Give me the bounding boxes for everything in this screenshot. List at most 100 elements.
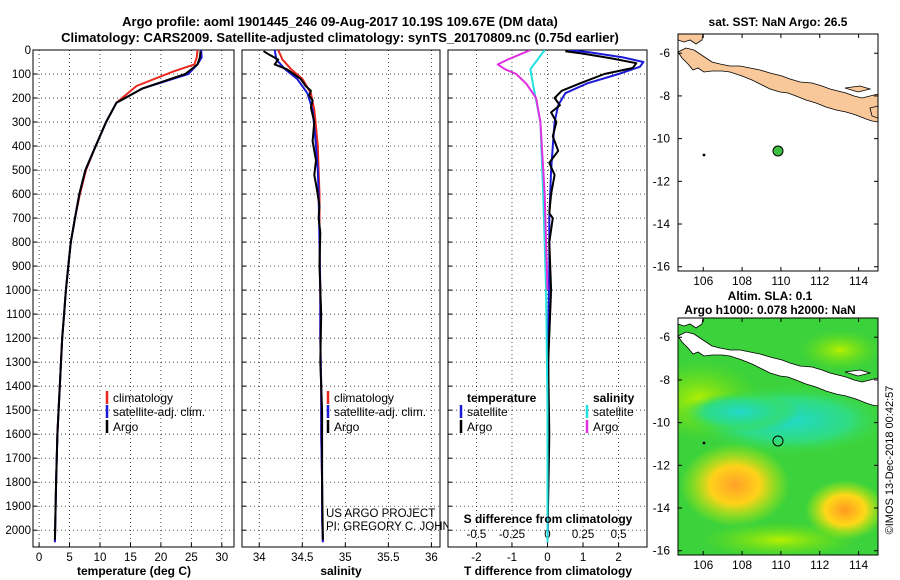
salinity-plot-frame: [241, 49, 441, 548]
depth-tick-label: 1400: [5, 381, 31, 393]
x-tick-label: 20: [155, 552, 168, 564]
salinity-legend: climatology satellite-adj. clim. Argo: [326, 391, 426, 434]
salinity-xlabel: salinity: [320, 564, 362, 578]
legend-temp-satellite-label: satellite: [467, 405, 508, 419]
s-tick-label: -0.5: [467, 529, 487, 541]
depth-tick-label: 1900: [5, 501, 31, 513]
sla-float-marker: [772, 435, 784, 447]
legend-temperature-title: temperature: [467, 391, 537, 405]
legend-argo-label: Argo: [113, 420, 139, 434]
x-tick-label: 0: [544, 552, 550, 564]
series-argo: [53, 51, 202, 540]
lon-tick-label: 108: [732, 274, 752, 288]
temperature-ticks: 0100200300400500600700800900100011001200…: [5, 45, 228, 564]
sst-map-ticks: 106 108 110 112 114 -6 -8 -10 -12 -14 -16: [653, 34, 878, 288]
float-marker: [772, 145, 784, 157]
s-tick-label: -0.25: [499, 529, 525, 541]
temperature-lines: [53, 50, 203, 543]
x-tick-label: 35.5: [377, 552, 399, 564]
lat-tick-label: -16: [653, 260, 671, 274]
legend-temp-argo-label: Argo: [467, 420, 493, 434]
depth-tick-label: 1600: [5, 429, 31, 441]
depth-tick-label: 300: [12, 117, 31, 129]
sla-lime-south: [700, 522, 860, 555]
x-tick-label: 5: [66, 552, 72, 564]
land-bali: [869, 105, 878, 119]
depth-tick-label: 1000: [5, 285, 31, 297]
temperature-legend: climatology satellite-adj. clim. Argo: [105, 391, 205, 434]
salinity-panel: 34 34.5 35 35.5 36 salinity climatology sate…: [241, 49, 476, 578]
depth-tick-label: 700: [12, 213, 31, 225]
depth-tick-label: 400: [12, 141, 31, 153]
x-tick-label: 10: [94, 552, 107, 564]
temperature-xlabel: temperature (deg C): [77, 564, 191, 578]
lon-tick-label: 114: [849, 274, 868, 288]
x-tick-label: 2: [615, 552, 621, 564]
depth-tick-label: 900: [12, 261, 31, 273]
land-java: [678, 47, 878, 123]
lat-tick-label: -12: [653, 458, 671, 472]
sst-map-title: sat. SST: NaN Argo: 26.5: [709, 15, 848, 29]
salinity-ticks: 34 34.5 35 35.5 36: [242, 49, 438, 564]
legend-climatology-label: climatology: [334, 391, 394, 405]
legend-satellite-label: satellite-adj. clim.: [113, 405, 205, 419]
sst-map-panel: sat. SST: NaN Argo: 26.5 106 108 110 112 114…: [653, 15, 879, 288]
sla-field: [678, 318, 878, 555]
depth-tick-label: 2000: [5, 525, 31, 537]
land-madura: [844, 85, 872, 93]
x-tick-label: 15: [124, 552, 137, 564]
temperature-grid: [33, 49, 234, 547]
christmas-island: [702, 153, 706, 157]
x-tick-label: 1: [580, 552, 586, 564]
temperature-panel: 0100200300400500600700800900100011001200…: [5, 45, 235, 578]
lon-tick-label: 112: [810, 274, 829, 288]
depth-tick-label: 1100: [6, 309, 31, 321]
s-difference-label: S difference from climatology: [464, 512, 633, 526]
lat-tick-label: -14: [653, 217, 671, 231]
legend-salinity-title: salinity: [593, 391, 635, 405]
lon-tick-label: 110: [771, 558, 790, 572]
x-tick-label: -2: [471, 552, 481, 564]
depth-tick-label: 500: [12, 165, 31, 177]
x-tick-label: 35: [339, 552, 352, 564]
project-annotation-line-2: PI: GREGORY C. JOHNSON: [326, 521, 476, 533]
lon-tick-label: 114: [849, 558, 868, 572]
salinity-grid: [242, 49, 440, 547]
depth-tick-label: 200: [12, 93, 31, 105]
sst-map-land: [678, 34, 878, 157]
lat-tick-label: -6: [659, 330, 670, 344]
depth-tick-label: 0: [25, 45, 31, 57]
difference-grid: [448, 49, 647, 547]
lat-tick-label: -14: [653, 501, 671, 515]
sla-map-ticks: 106 108 110 112 114 -6 -8 -10 -12 -14 -16: [653, 318, 878, 572]
sla-land-madura: [844, 369, 872, 377]
legend-sal-satellite-label: satellite: [593, 405, 634, 419]
legend-sal-argo-label: Argo: [593, 420, 619, 434]
lon-tick-label: 108: [732, 558, 752, 572]
sla-map-title-line-2: Argo h1000: 0.078 h2000: NaN: [684, 303, 855, 317]
lon-tick-label: 110: [771, 274, 790, 288]
lat-tick-label: -10: [653, 132, 671, 146]
temperature-plot-frame: [32, 49, 235, 548]
s-tick-label: 0.5: [611, 529, 627, 541]
legend-satellite-label: satellite-adj. clim.: [334, 405, 426, 419]
x-tick-label: 25: [185, 552, 198, 564]
x-tick-label: 0: [36, 552, 42, 564]
lat-tick-label: -8: [659, 373, 670, 387]
x-tick-label: 34: [253, 552, 266, 564]
depth-tick-label: 1300: [5, 357, 31, 369]
series-salinity-argo: [496, 50, 549, 291]
lat-tick-label: -8: [659, 89, 670, 103]
lat-tick-label: -10: [653, 416, 671, 430]
series-temperature-argo: [546, 50, 638, 540]
lat-tick-label: -12: [653, 174, 671, 188]
imos-timestamp: ©IMOS 13-Dec-2018 00:42:57: [884, 386, 896, 535]
legend-climatology-label: climatology: [113, 391, 173, 405]
salinity-lines: [262, 50, 324, 543]
sla-cyan-band-2: [680, 392, 800, 432]
sla-warm-eddy-west: [680, 443, 790, 527]
depth-tick-label: 800: [12, 237, 31, 249]
sla-map-frame: [677, 317, 879, 556]
sla-lime-north: [800, 330, 878, 370]
